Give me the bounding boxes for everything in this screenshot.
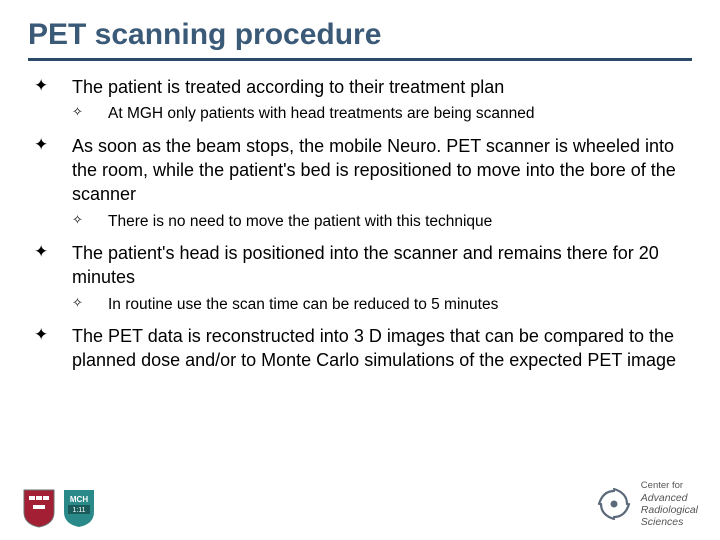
mch-shield-icon: MCH 1:11 (62, 488, 96, 528)
star-icon: ✦ (30, 75, 72, 98)
star-icon: ✦ (30, 241, 72, 264)
mch-sublabel: 1:11 (72, 507, 85, 514)
list-item: ✦ The patient is treated according to th… (30, 75, 692, 99)
star-icon: ✦ (30, 134, 72, 157)
slide-title: PET scanning procedure (28, 18, 692, 52)
footer-text-line: Advanced (641, 492, 698, 504)
sub-list-item-text: In routine use the scan time can be redu… (108, 294, 692, 316)
diamond-icon: ✧ (72, 211, 108, 230)
list-item-text: The patient is treated according to thei… (72, 75, 692, 99)
cars-swirl-icon (593, 483, 635, 525)
slide-content: ✦ The patient is treated according to th… (28, 75, 692, 373)
list-item-text: As soon as the beam stops, the mobile Ne… (72, 134, 692, 207)
star-icon: ✦ (30, 324, 72, 347)
list-item-text: The PET data is reconstructed into 3 D i… (72, 324, 692, 373)
footer-left-logos: MCH 1:11 (22, 488, 96, 528)
mch-label: MCH (70, 495, 88, 504)
list-item: ✦ As soon as the beam stops, the mobile … (30, 134, 692, 207)
footer-text-line: Radiological (641, 504, 698, 516)
sub-list-item: ✧ At MGH only patients with head treatme… (30, 103, 692, 125)
footer-org-text: Center for Advanced Radiological Science… (641, 481, 698, 528)
sub-list-item-text: At MGH only patients with head treatment… (108, 103, 692, 125)
sub-list-item-text: There is no need to move the patient wit… (108, 211, 692, 233)
footer-right-logo: Center for Advanced Radiological Science… (593, 481, 698, 528)
list-item-text: The patient's head is positioned into th… (72, 241, 692, 290)
list-item: ✦ The patient's head is positioned into … (30, 241, 692, 290)
sub-list-item: ✧ In routine use the scan time can be re… (30, 294, 692, 316)
slide-footer: MCH 1:11 Center for Advanced Radiologica… (0, 481, 720, 528)
title-divider (28, 58, 692, 61)
diamond-icon: ✧ (72, 103, 108, 122)
list-item: ✦ The PET data is reconstructed into 3 D… (30, 324, 692, 373)
slide: PET scanning procedure ✦ The patient is … (0, 0, 720, 540)
diamond-icon: ✧ (72, 294, 108, 313)
harvard-shield-icon (22, 488, 56, 528)
sub-list-item: ✧ There is no need to move the patient w… (30, 211, 692, 233)
footer-text-line: Center for (641, 481, 698, 492)
footer-text-line: Sciences (641, 516, 698, 528)
